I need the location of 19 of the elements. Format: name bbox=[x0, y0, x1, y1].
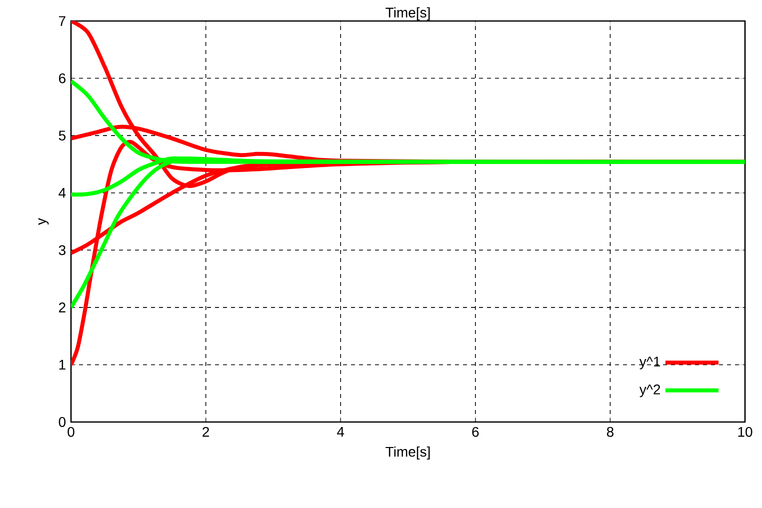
x-tick-label: 2 bbox=[202, 426, 209, 437]
y-tick-label: 5 bbox=[58, 130, 66, 140]
y-tick-label: 1 bbox=[59, 360, 66, 370]
y-tick-label: 2 bbox=[59, 302, 66, 312]
x-tick-label: 0 bbox=[68, 426, 74, 437]
x-tick-label: 4 bbox=[337, 426, 344, 437]
y-axis-title: y bbox=[38, 218, 49, 225]
y-tick-label: 0 bbox=[58, 417, 66, 427]
y-tick-label: 4 bbox=[58, 188, 66, 198]
legend-label: y^2 bbox=[639, 384, 660, 398]
x-axis-title: Time[s] bbox=[386, 446, 430, 460]
legend-label: y^1 bbox=[639, 356, 660, 370]
x-tick-label: 10 bbox=[738, 426, 752, 437]
y-tick-label: 6 bbox=[59, 73, 66, 84]
x-tick-label: 8 bbox=[606, 426, 614, 437]
chart-title: Time[s] bbox=[386, 7, 430, 20]
y-tick-label: 3 bbox=[58, 245, 66, 256]
y-tick-label: 7 bbox=[59, 16, 66, 26]
x-tick-label: 6 bbox=[472, 426, 479, 437]
